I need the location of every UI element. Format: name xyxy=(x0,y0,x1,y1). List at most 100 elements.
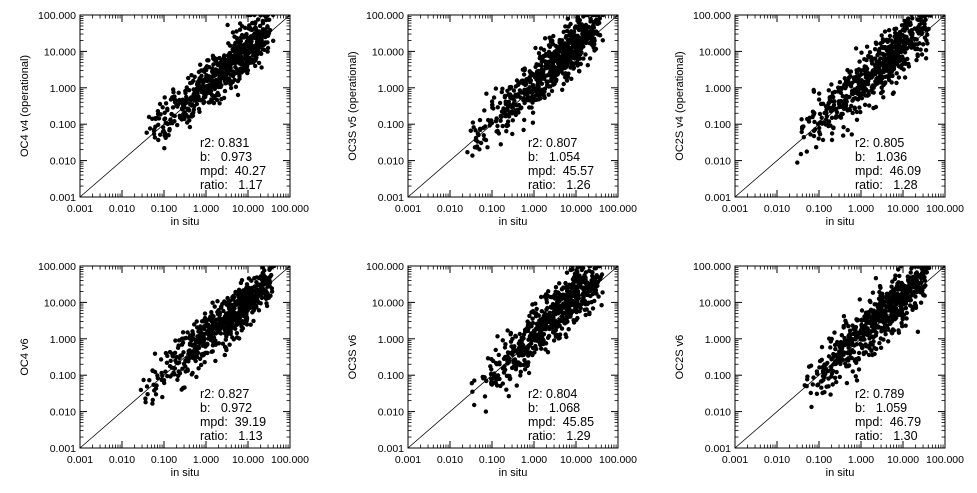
data-point xyxy=(882,325,887,330)
data-point xyxy=(924,15,929,18)
data-point xyxy=(259,15,264,18)
data-point xyxy=(202,69,207,74)
data-point xyxy=(857,59,862,64)
data-point xyxy=(232,313,237,319)
data-point xyxy=(482,137,487,142)
data-point xyxy=(169,111,174,117)
data-point xyxy=(509,109,514,114)
data-point xyxy=(584,15,589,18)
data-point xyxy=(526,370,532,376)
data-point xyxy=(155,373,160,378)
data-point xyxy=(566,327,571,332)
data-point xyxy=(519,337,525,342)
x-tick-label: 0.010 xyxy=(109,454,135,466)
data-point xyxy=(198,97,203,103)
data-point xyxy=(167,364,173,369)
data-point xyxy=(271,38,276,43)
data-point xyxy=(819,115,824,121)
data-point xyxy=(871,335,876,340)
data-point xyxy=(246,299,252,304)
data-point xyxy=(855,333,860,338)
data-point xyxy=(870,318,875,323)
data-point xyxy=(848,69,854,74)
data-point xyxy=(147,126,153,131)
data-point xyxy=(233,84,239,90)
data-point xyxy=(230,297,236,302)
data-point xyxy=(838,115,844,120)
data-point xyxy=(887,55,892,60)
data-point xyxy=(152,135,158,140)
data-point xyxy=(564,334,569,340)
data-point xyxy=(820,390,825,396)
data-point xyxy=(579,41,585,47)
data-point xyxy=(878,90,884,96)
data-point xyxy=(564,33,569,39)
data-point xyxy=(893,51,899,56)
data-point xyxy=(235,78,241,84)
data-point xyxy=(925,41,930,46)
x-tick-label: 0.010 xyxy=(437,454,463,466)
data-point xyxy=(160,105,165,110)
data-point xyxy=(500,338,505,343)
plot-frame xyxy=(79,265,291,449)
data-point xyxy=(834,114,839,119)
data-point xyxy=(873,276,879,281)
data-point xyxy=(228,316,233,322)
data-point xyxy=(173,338,178,343)
data-point xyxy=(538,46,544,51)
stat-line: mpd: 40.27 xyxy=(200,164,266,178)
data-point xyxy=(194,351,199,356)
data-point xyxy=(883,332,888,337)
data-point xyxy=(244,53,249,59)
data-point xyxy=(161,378,167,383)
data-point xyxy=(867,336,872,341)
data-point xyxy=(858,72,864,77)
data-point xyxy=(176,90,181,96)
data-point xyxy=(910,16,915,21)
data-point xyxy=(572,284,578,289)
data-point xyxy=(205,331,210,336)
data-point xyxy=(859,318,864,323)
data-point xyxy=(845,108,850,113)
data-point xyxy=(928,15,933,18)
data-point xyxy=(236,287,242,292)
data-point xyxy=(846,345,851,350)
stat-line: mpd: 39.19 xyxy=(200,415,266,429)
data-point xyxy=(211,318,216,323)
data-point xyxy=(235,300,240,305)
x-tick-label: 1.000 xyxy=(193,203,219,215)
data-point xyxy=(583,277,588,282)
data-point xyxy=(217,316,222,321)
data-point xyxy=(892,34,897,39)
data-point xyxy=(194,319,199,324)
data-point xyxy=(248,322,253,327)
y-tick-label: 0.100 xyxy=(50,370,76,382)
data-point xyxy=(563,24,568,29)
data-point xyxy=(540,340,545,345)
data-point xyxy=(590,306,596,311)
data-point xyxy=(902,34,908,39)
data-point xyxy=(188,349,193,355)
data-point xyxy=(818,120,823,125)
data-point xyxy=(850,369,855,374)
data-point xyxy=(869,348,874,353)
data-point xyxy=(906,64,912,69)
data-point xyxy=(575,33,580,38)
data-point xyxy=(228,85,234,91)
data-point xyxy=(874,41,879,47)
data-point xyxy=(519,90,525,95)
data-point xyxy=(543,53,548,58)
data-point xyxy=(851,96,856,102)
data-point xyxy=(543,326,549,332)
data-point xyxy=(915,46,920,52)
y-tick-label: 1.000 xyxy=(50,334,76,346)
data-point xyxy=(826,354,832,359)
data-point xyxy=(841,323,846,329)
data-point xyxy=(885,51,891,57)
data-point xyxy=(886,339,891,344)
data-point xyxy=(834,352,839,358)
data-point xyxy=(888,47,893,52)
data-point xyxy=(189,73,194,78)
data-point xyxy=(812,119,817,125)
